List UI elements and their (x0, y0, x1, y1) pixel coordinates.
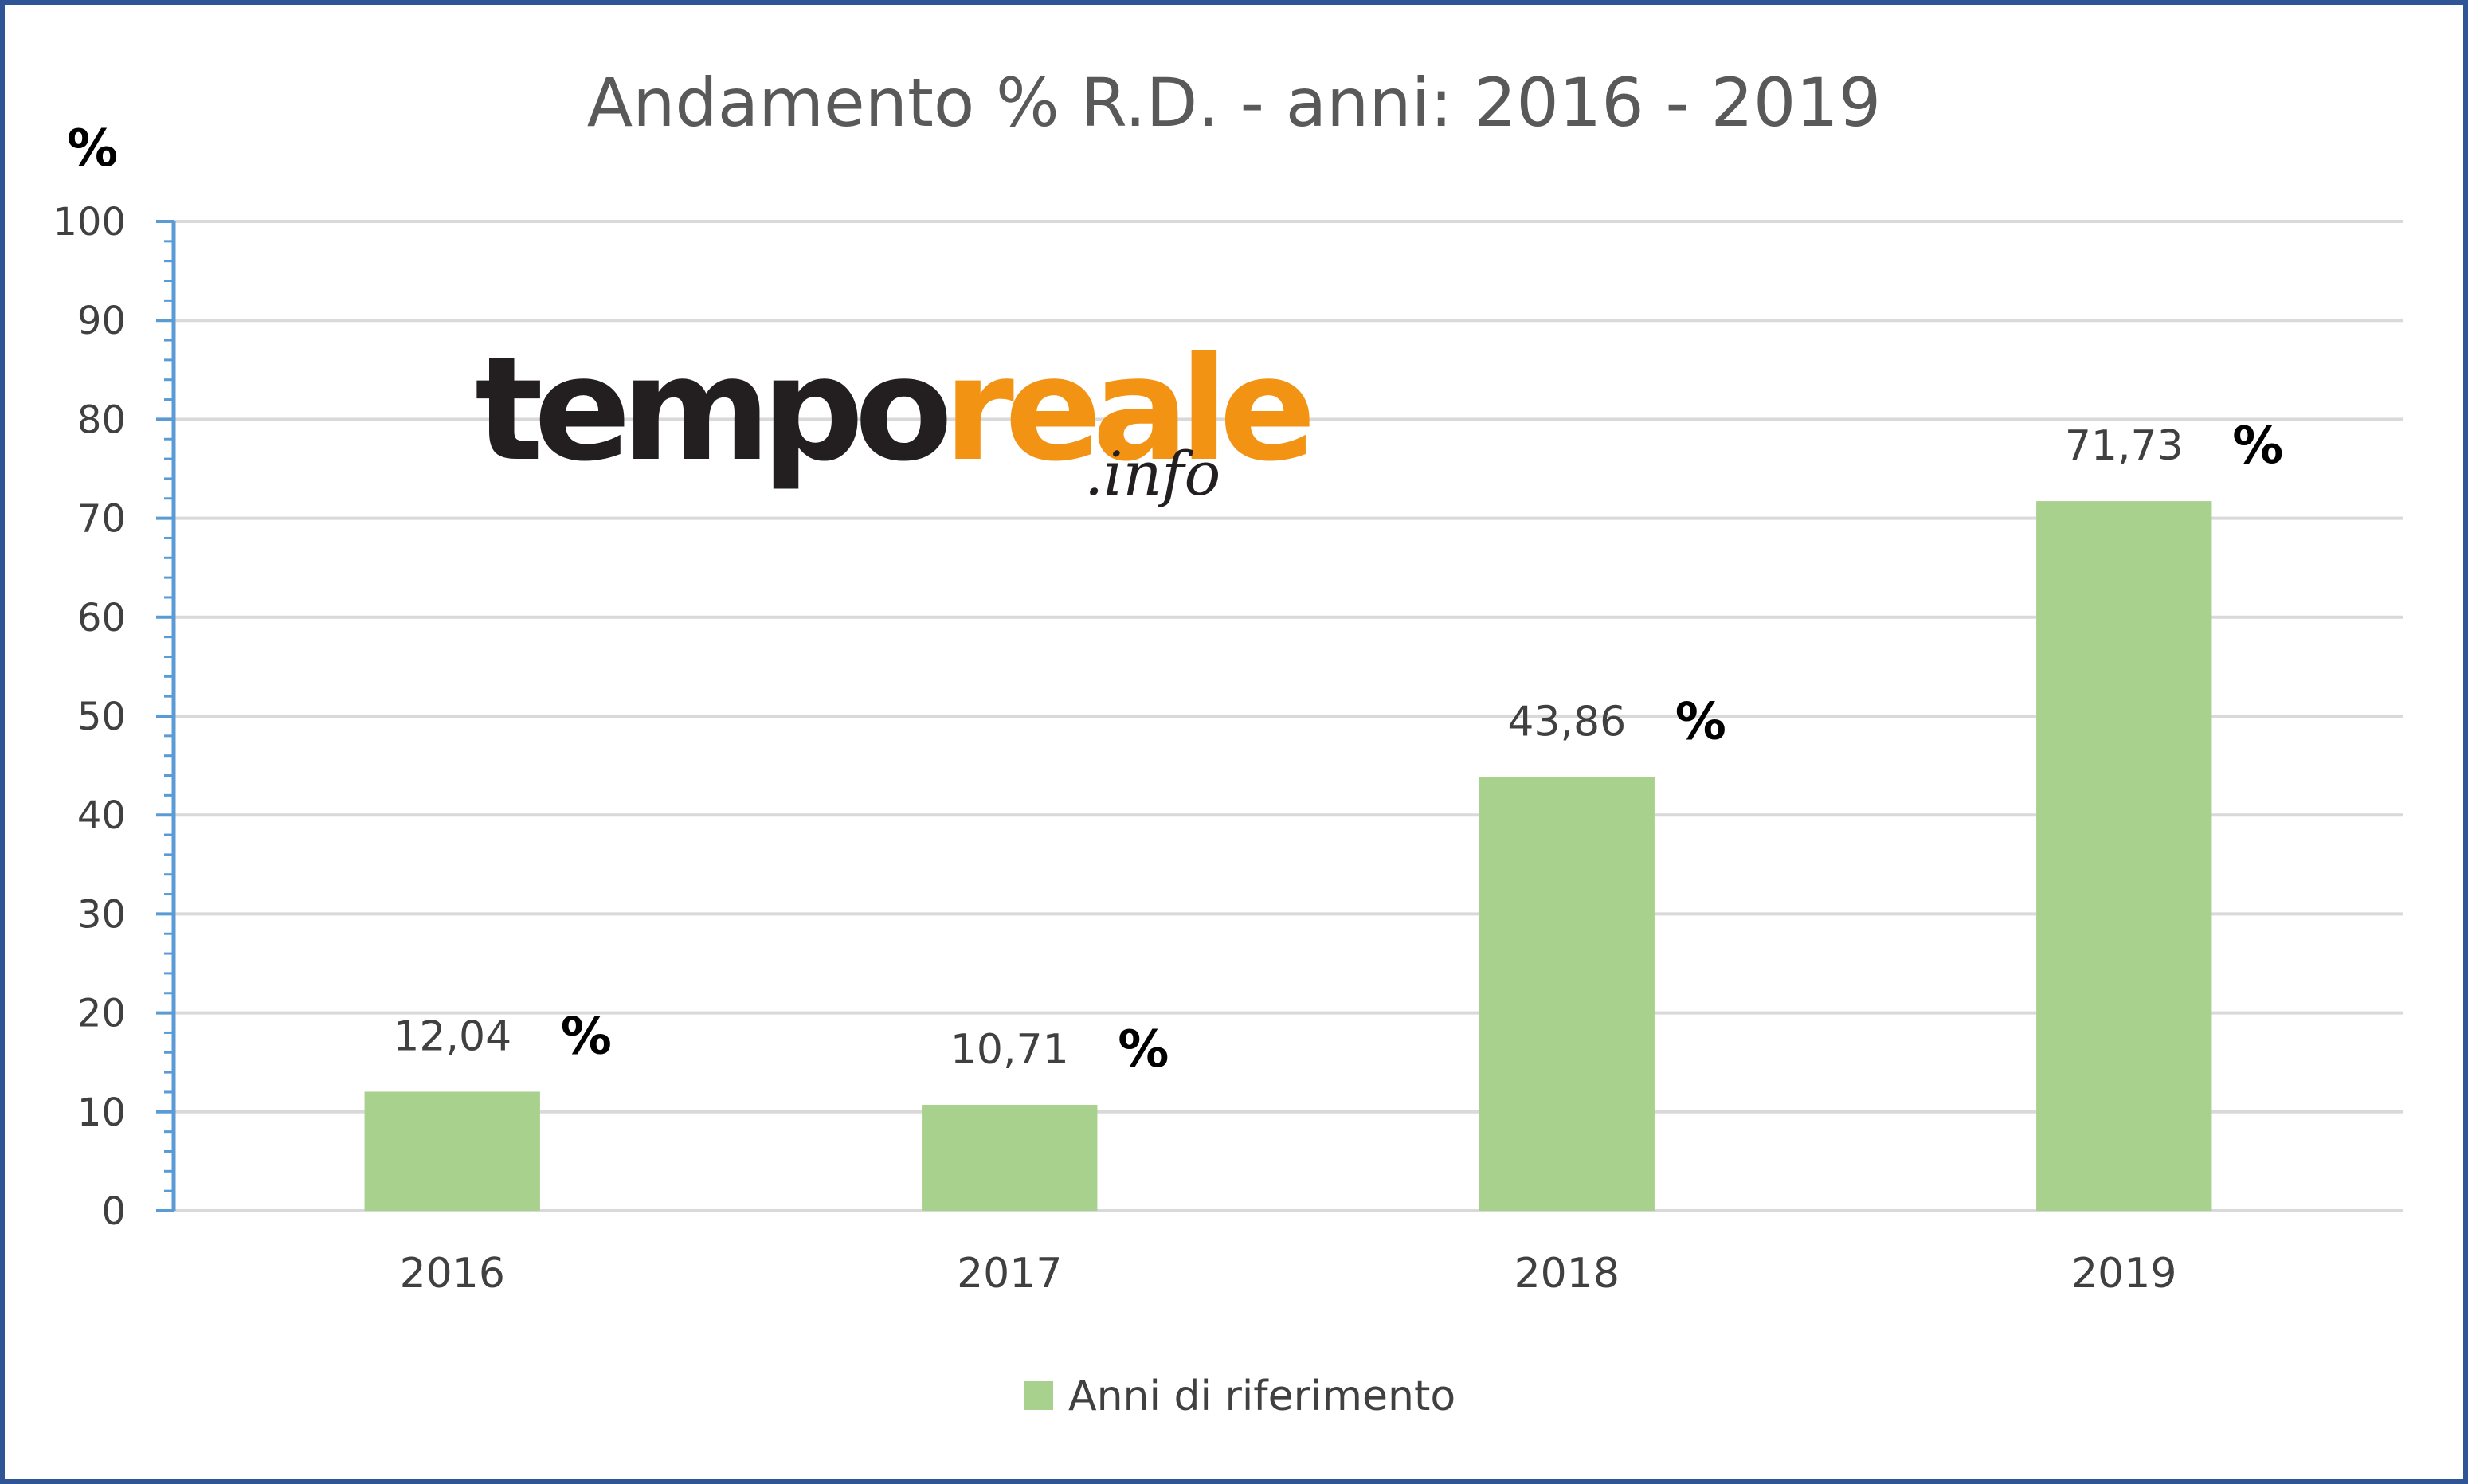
data-labels: 12,04% 10,71 % 43,86 % 71,73% (393, 417, 2283, 1079)
legend: Anni di riferimento (1024, 1372, 1455, 1420)
percent-sign-2019: % (2232, 417, 2283, 476)
y-axis (156, 220, 176, 1212)
grid-lines (174, 220, 2403, 1212)
x-tick-labels: 2016 2017 2018 2019 (400, 1250, 2177, 1298)
y-tick-label-100: 100 (53, 200, 126, 245)
svg-text:temporeale: temporeale (475, 327, 1310, 493)
y-tick-label-70: 70 (77, 497, 126, 542)
x-tick-label-2018: 2018 (1514, 1250, 1620, 1298)
y-tick-label-60: 60 (77, 596, 126, 640)
logo-text-info: .info (1084, 438, 1220, 509)
y-tick-label-40: 40 (77, 793, 126, 838)
y-tick-label-0: 0 (101, 1189, 126, 1234)
logo-text-tempo: tempo (475, 327, 947, 493)
legend-swatch (1024, 1381, 1053, 1410)
bar-2017 (922, 1104, 1098, 1211)
x-tick-label-2017: 2017 (957, 1250, 1062, 1298)
temporeale-logo: temporeale .info (475, 327, 1319, 509)
y-tick-label-80: 80 (77, 397, 126, 442)
percent-sign-2016: % (561, 1007, 612, 1066)
data-label-2016: 12,04 (393, 1012, 511, 1060)
logo-text-reale: reale (943, 327, 1310, 493)
data-label-2019: 71,73 (2065, 422, 2184, 470)
x-tick-label-2019: 2019 (2071, 1250, 2176, 1298)
y-tick-label-90: 90 (77, 299, 126, 343)
chart-svg: Andamento % R.D. - anni: 2016 - 2019 % 0… (53, 64, 2403, 1420)
percent-sign-2018: % (1675, 692, 1726, 751)
y-axis-label: % (67, 119, 118, 178)
chart-title: Andamento % R.D. - anni: 2016 - 2019 (587, 64, 1882, 142)
bar-2019 (2036, 501, 2212, 1211)
y-tick-label-50: 50 (77, 695, 126, 739)
bar-2018 (1479, 777, 1655, 1211)
bars (364, 501, 2212, 1211)
legend-label: Anni di riferimento (1068, 1372, 1455, 1420)
y-tick-label-10: 10 (77, 1090, 126, 1135)
data-label-2018: 43,86 (1507, 698, 1626, 746)
y-tick-labels: 0 10 20 30 40 50 60 70 80 90 100 (53, 200, 126, 1234)
bar-2016 (364, 1091, 540, 1211)
y-tick-label-30: 30 (77, 892, 126, 937)
percent-sign-2017: % (1118, 1020, 1169, 1079)
x-tick-label-2016: 2016 (400, 1250, 505, 1298)
data-label-2017: 10,71 (950, 1026, 1069, 1074)
y-tick-label-20: 20 (77, 992, 126, 1036)
